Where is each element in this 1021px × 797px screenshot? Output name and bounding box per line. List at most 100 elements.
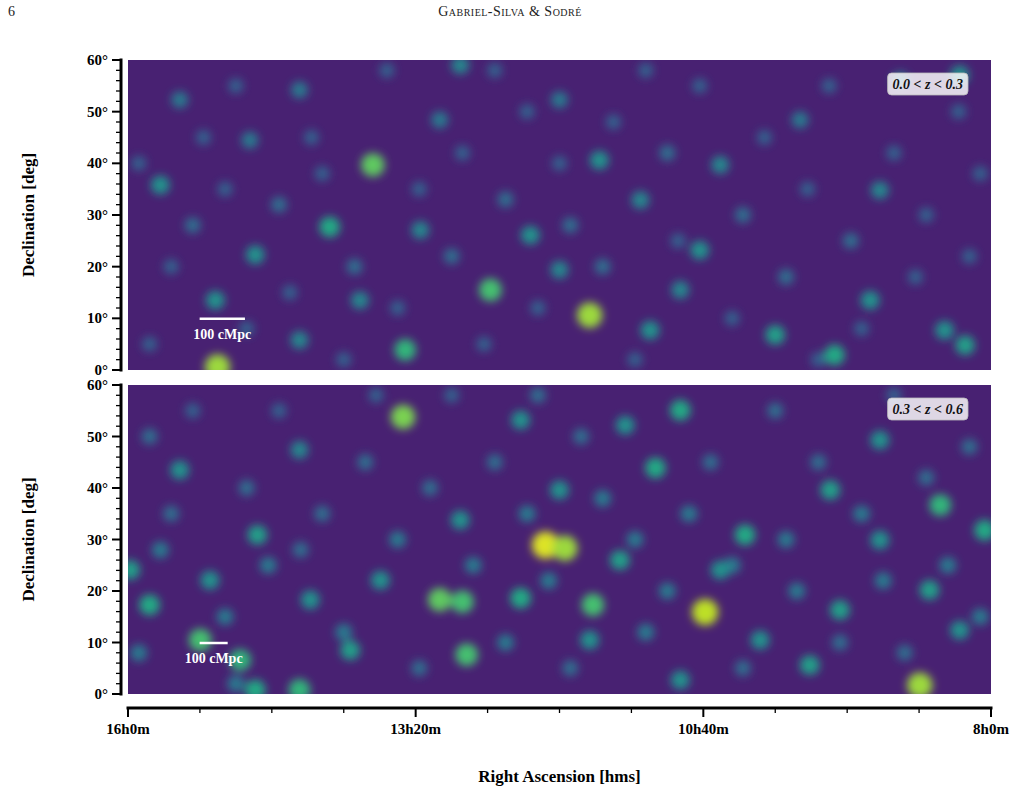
y-tick	[112, 266, 121, 268]
y-minor-tick	[116, 80, 121, 81]
density-peak	[465, 557, 482, 574]
density-peak	[519, 505, 536, 522]
y-minor-tick	[116, 235, 121, 236]
density-peak	[551, 91, 568, 108]
y-minor-tick	[116, 142, 121, 143]
density-peak	[659, 582, 676, 599]
density-peak	[724, 311, 739, 326]
density-peak	[290, 441, 308, 459]
density-peak	[820, 480, 840, 500]
density-peak	[671, 671, 690, 690]
y-tick-label: 20°	[87, 259, 108, 275]
y-tick	[112, 369, 121, 371]
density-peak	[638, 63, 653, 78]
map-background	[128, 385, 991, 694]
density-peak	[497, 191, 513, 207]
density-peak	[289, 679, 311, 694]
figure: 6Gabriel-Silva & Sodré0°10°20°30°40°50°6…	[0, 0, 1021, 797]
density-peak	[562, 660, 578, 676]
y-tick-label: 40°	[87, 480, 108, 496]
y-tick-label: 10°	[87, 310, 108, 326]
y-tick-label: 60°	[87, 52, 108, 68]
density-map	[128, 385, 991, 694]
density-peak	[357, 454, 373, 470]
y-axis-title: Declination [deg]	[19, 153, 38, 277]
scale-bar	[200, 642, 228, 645]
density-peak	[163, 506, 179, 522]
density-peak	[711, 156, 729, 174]
density-peak	[487, 63, 502, 78]
density-peak	[751, 630, 770, 649]
density-peak	[907, 673, 932, 694]
y-tick-label: 50°	[87, 104, 108, 120]
density-peak	[340, 640, 360, 660]
density-peak	[670, 400, 691, 421]
y-tick-label: 40°	[87, 155, 108, 171]
density-peak	[128, 560, 140, 580]
x-tick-label: 13h20m	[390, 721, 441, 737]
density-peak	[540, 572, 557, 589]
density-peak	[645, 458, 666, 479]
density-peak	[444, 388, 459, 403]
density-peak	[659, 145, 675, 161]
title-box	[888, 73, 968, 95]
density-peak	[791, 111, 808, 128]
y-minor-tick	[116, 405, 121, 406]
density-peak	[955, 335, 975, 355]
density-peak	[918, 470, 934, 486]
title-box	[888, 398, 968, 420]
density-peak	[767, 403, 783, 419]
density-peak	[606, 114, 621, 129]
y-minor-tick	[116, 673, 121, 674]
y-minor-tick	[116, 338, 121, 339]
density-peak	[521, 226, 540, 245]
density-peak	[428, 588, 452, 612]
y-tick	[112, 436, 121, 438]
x-tick	[990, 708, 992, 717]
density-peak	[573, 428, 589, 444]
density-peak	[788, 582, 805, 599]
y-minor-tick	[116, 426, 121, 427]
density-peak	[476, 336, 491, 351]
density-peak	[141, 428, 157, 444]
density-peak	[260, 557, 277, 574]
x-tick	[702, 708, 704, 717]
density-peak	[217, 181, 232, 196]
density-peak	[479, 279, 502, 302]
y-tick	[112, 384, 121, 386]
density-peak	[950, 621, 969, 640]
x-minor-tick	[775, 708, 776, 713]
y-tick-label: 50°	[87, 429, 108, 445]
density-peak	[929, 494, 951, 516]
density-peak	[951, 104, 966, 119]
density-peak	[702, 454, 718, 470]
x-minor-tick	[847, 708, 848, 713]
density-peak	[455, 145, 470, 160]
density-peak	[800, 655, 820, 675]
y-minor-tick	[116, 152, 121, 153]
density-peak	[368, 388, 383, 403]
panel-title: 0.0 < z < 0.3	[893, 77, 963, 92]
density-peak	[151, 176, 170, 195]
y-minor-tick	[116, 580, 121, 581]
y-minor-tick	[116, 549, 121, 550]
y-tick	[112, 642, 121, 644]
x-minor-tick	[918, 708, 919, 713]
y-minor-tick	[116, 183, 121, 184]
density-peak	[185, 217, 201, 233]
y-minor-tick	[116, 194, 121, 195]
density-peak	[304, 130, 319, 145]
density-peak	[130, 644, 147, 661]
density-peak	[200, 571, 219, 590]
density-peak	[394, 339, 416, 361]
density-peak	[961, 439, 977, 455]
density-peak	[711, 560, 730, 579]
y-minor-tick	[116, 508, 121, 509]
density-peak	[271, 403, 286, 418]
y-tick	[112, 317, 121, 319]
density-peak	[757, 130, 772, 145]
density-peak	[552, 156, 567, 171]
density-peak	[594, 490, 611, 507]
x-minor-tick	[631, 708, 632, 713]
density-peak	[351, 291, 369, 309]
